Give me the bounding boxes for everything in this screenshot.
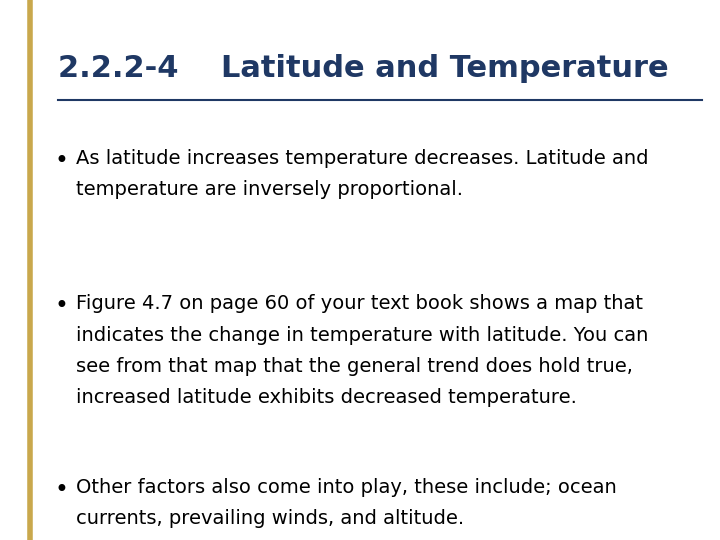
Text: temperature are inversely proportional.: temperature are inversely proportional. [76,180,463,199]
Text: As latitude increases temperature decreases. Latitude and: As latitude increases temperature decrea… [76,148,648,167]
Text: •: • [54,294,68,318]
Text: currents, prevailing winds, and altitude.: currents, prevailing winds, and altitude… [76,509,464,528]
Text: 2.2.2-4    Latitude and Temperature: 2.2.2-4 Latitude and Temperature [58,54,668,83]
Text: Figure 4.7 on page 60 of your text book shows a map that: Figure 4.7 on page 60 of your text book … [76,294,643,313]
Text: •: • [54,478,68,502]
Text: indicates the change in temperature with latitude. You can: indicates the change in temperature with… [76,326,648,345]
Text: see from that map that the general trend does hold true,: see from that map that the general trend… [76,357,632,376]
Text: Other factors also come into play, these include; ocean: Other factors also come into play, these… [76,478,616,497]
Text: •: • [54,148,68,172]
Text: increased latitude exhibits decreased temperature.: increased latitude exhibits decreased te… [76,388,577,407]
